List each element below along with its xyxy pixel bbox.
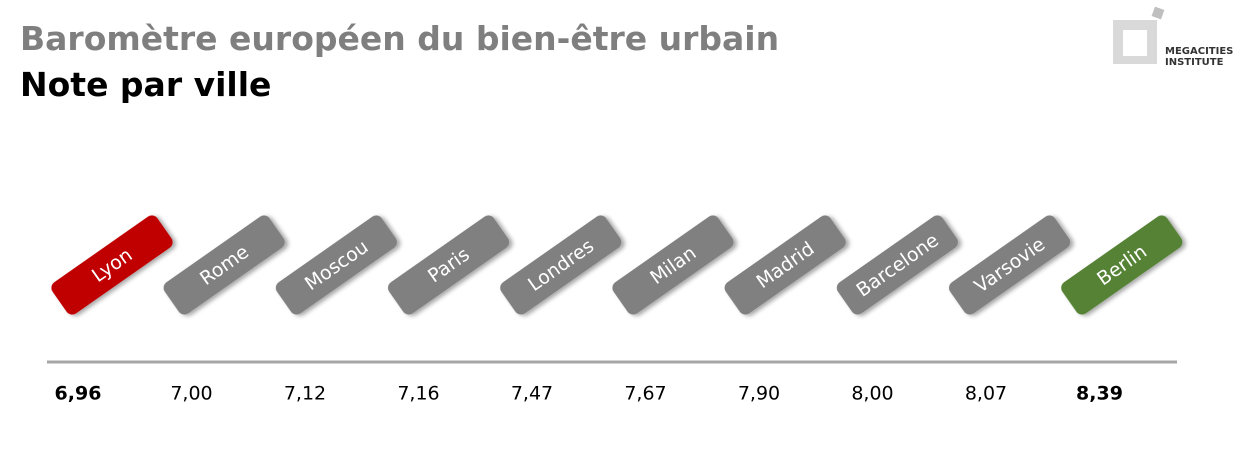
tag-shape bbox=[388, 215, 510, 315]
city-score: 8,07 bbox=[965, 383, 1007, 405]
tag-shape bbox=[836, 215, 958, 315]
city-tag: Londres bbox=[500, 215, 622, 315]
city-score: 8,00 bbox=[851, 383, 893, 405]
city-score: 7,16 bbox=[397, 383, 439, 405]
cities: Lyon 6,96 Rome 7,00 Moscou 7,12 Paris 7,16 Londr… bbox=[51, 215, 1183, 405]
city-score: 7,12 bbox=[284, 383, 326, 405]
tag-shape bbox=[275, 215, 397, 315]
tag-shape bbox=[51, 215, 173, 315]
city-score: 7,67 bbox=[624, 383, 666, 405]
city-score: 6,96 bbox=[55, 383, 102, 405]
city-tag: Barcelone bbox=[836, 215, 958, 315]
city-score: 8,39 bbox=[1076, 383, 1123, 405]
city-tag: Lyon bbox=[51, 215, 173, 315]
city-score: 7,00 bbox=[170, 383, 212, 405]
city-score: 7,90 bbox=[738, 383, 780, 405]
subtitle: Note par ville bbox=[20, 65, 271, 104]
tag-shape bbox=[949, 215, 1071, 315]
city-tag: Berlin bbox=[1061, 215, 1183, 315]
city-tag: Rome bbox=[163, 215, 285, 315]
logo-text: MEGACITIES bbox=[1165, 46, 1233, 57]
logo: MEGACITIES INSTITUTE bbox=[1113, 6, 1233, 68]
tag-shape bbox=[612, 215, 734, 315]
city-tag: Paris bbox=[388, 215, 510, 315]
city-score: 7,47 bbox=[511, 383, 553, 405]
city-tag: Moscou bbox=[275, 215, 397, 315]
tag-shape bbox=[1061, 215, 1183, 315]
city-tag: Madrid bbox=[724, 215, 846, 315]
tag-shape bbox=[724, 215, 846, 315]
tag-shape bbox=[163, 215, 285, 315]
city-tag: Varsovie bbox=[949, 215, 1071, 315]
tag-shape bbox=[500, 215, 622, 315]
logo-text: INSTITUTE bbox=[1165, 57, 1224, 68]
city-tag: Milan bbox=[612, 215, 734, 315]
title: Baromètre européen du bien-être urbain bbox=[20, 19, 779, 58]
